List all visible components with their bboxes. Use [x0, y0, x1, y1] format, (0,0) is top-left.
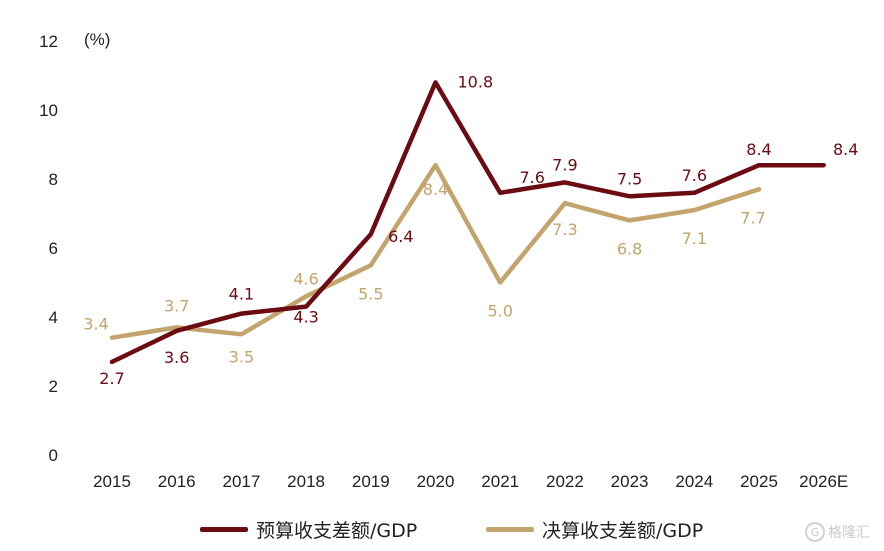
data-label: 7.7: [740, 208, 765, 227]
data-label: 8.4: [423, 180, 448, 199]
data-label: 6.4: [388, 227, 413, 246]
y-tick-label: 0: [49, 446, 58, 465]
x-tick-label: 2016: [158, 472, 196, 491]
data-label: 4.1: [229, 285, 254, 304]
legend-swatch-final: [486, 527, 534, 532]
data-label: 3.4: [83, 315, 108, 334]
data-label: 3.6: [164, 348, 189, 367]
x-tick-label: 2021: [481, 472, 519, 491]
data-label: 6.8: [617, 239, 642, 258]
data-label: 7.5: [617, 169, 642, 188]
x-tick-label: 2017: [222, 472, 260, 491]
y-tick-label: 2: [49, 377, 58, 396]
y-tick-label: 10: [39, 101, 58, 120]
watermark-text: 格隆汇: [828, 525, 870, 541]
data-label: 7.9: [552, 155, 577, 174]
data-label: 7.1: [682, 229, 707, 248]
x-tick-label: 2026E: [799, 472, 848, 491]
data-label: 8.4: [833, 140, 858, 159]
legend-item-budget: 预算收支差额/GDP: [200, 516, 417, 543]
y-tick-label: 4: [49, 308, 58, 327]
data-label: 3.5: [229, 347, 254, 366]
y-tick-label: 6: [49, 239, 58, 258]
watermark: G 格隆汇: [805, 522, 870, 542]
legend-swatch-budget: [200, 527, 248, 532]
data-labels: 2.7 3.6 4.1 4.3 6.4 10.8 7.6 7.9 7.5 7.6 8.4 8.4 3.4…: [83, 72, 858, 387]
legend-label-final: 决算收支差额/GDP: [542, 520, 704, 542]
y-axis-ticks: 0 2 4 6 8 10 12: [39, 32, 58, 465]
data-label: 5.5: [358, 284, 383, 303]
x-tick-label: 2015: [93, 472, 131, 491]
data-label: 10.8: [458, 72, 494, 91]
data-label: 7.6: [519, 168, 544, 187]
series-lines: [109, 80, 826, 365]
x-tick-label: 2019: [352, 472, 390, 491]
x-tick-label: 2025: [740, 472, 778, 491]
x-tick-label: 2024: [675, 472, 713, 491]
data-label: 7.6: [682, 166, 707, 185]
data-label: 5.0: [487, 302, 512, 321]
legend-label-budget: 预算收支差额/GDP: [256, 520, 418, 542]
data-label: 3.7: [164, 296, 189, 315]
legend-item-final: 决算收支差额/GDP: [486, 516, 703, 543]
y-tick-label: 12: [39, 32, 58, 51]
x-axis-ticks: 2015 2016 2017 2018 2019 2020 2021 2022 2023 2024…: [93, 472, 848, 491]
data-label: 7.3: [552, 220, 577, 239]
data-label: 4.3: [293, 308, 318, 327]
data-label: 8.4: [746, 140, 771, 159]
x-tick-label: 2022: [546, 472, 584, 491]
y-tick-label: 8: [49, 170, 58, 189]
series-line-final: [109, 162, 762, 340]
x-tick-label: 2023: [611, 472, 649, 491]
x-tick-label: 2020: [417, 472, 455, 491]
data-label: 4.6: [293, 269, 318, 288]
y-unit-label: (%): [84, 30, 110, 49]
x-tick-label: 2018: [287, 472, 325, 491]
data-label: 2.7: [99, 369, 124, 388]
chart-legend: 预算收支差额/GDP 决算收支差额/GDP: [0, 510, 884, 546]
series-line-budget: [109, 80, 826, 365]
watermark-logo-icon: G: [805, 522, 825, 542]
